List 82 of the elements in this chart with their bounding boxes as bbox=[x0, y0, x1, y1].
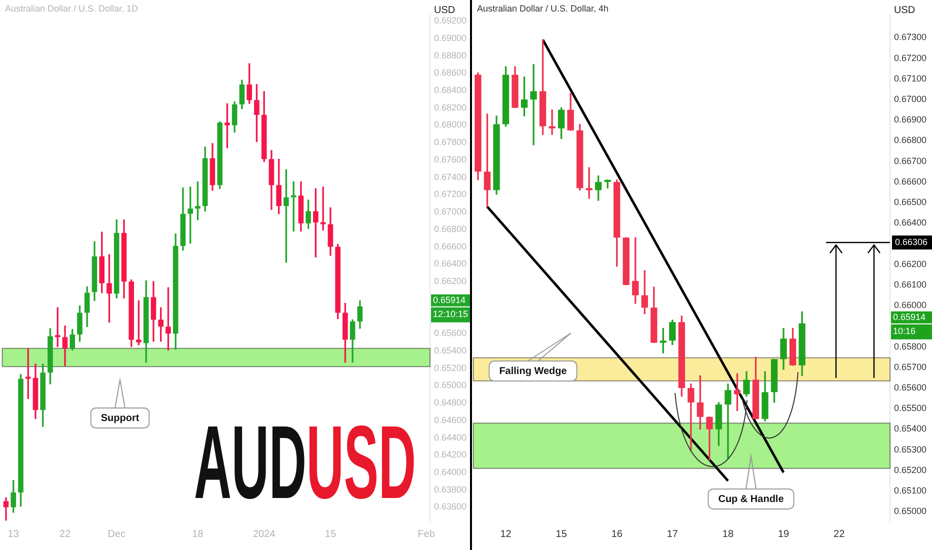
y-tick-label: 0.66600 bbox=[434, 241, 467, 252]
candlestick bbox=[724, 384, 732, 458]
y-tick-label: 0.68200 bbox=[434, 102, 467, 112]
x-tick-label: 15 bbox=[324, 528, 336, 540]
x-tick-label: 22 bbox=[834, 528, 846, 540]
y-tick-label: 0.65400 bbox=[894, 424, 927, 434]
candlestick bbox=[320, 186, 326, 231]
y-tick-label: 0.65400 bbox=[434, 345, 467, 356]
x-tick-label: 18 bbox=[722, 528, 734, 540]
y-tick-label: 0.64200 bbox=[434, 450, 467, 460]
y-tick-label: 0.66700 bbox=[894, 156, 927, 166]
y-tick-label: 0.67000 bbox=[894, 94, 927, 104]
x-tick-label: 17 bbox=[666, 528, 678, 540]
y-tick-label: 0.69000 bbox=[434, 32, 467, 43]
y-tick-label: 0.67200 bbox=[434, 189, 467, 200]
y-tick-label: 0.66100 bbox=[894, 279, 927, 290]
y-tick-label: 0.65600 bbox=[894, 382, 927, 393]
y-tick-label: 0.65800 bbox=[894, 341, 927, 352]
text: 12:10:15 bbox=[433, 308, 468, 319]
y-tick-label: 0.65200 bbox=[434, 362, 467, 373]
y-axis-title: USD bbox=[894, 4, 916, 16]
annotation: Cup & Handle bbox=[718, 494, 784, 505]
y-tick-label: 0.66800 bbox=[434, 224, 467, 234]
y-tick-label: 0.67800 bbox=[434, 137, 467, 148]
y-tick-label: 0.67400 bbox=[434, 172, 467, 182]
x-tick-label: 13 bbox=[8, 528, 20, 540]
y-tick-label: 0.68800 bbox=[434, 50, 467, 60]
y-tick-label: 0.65100 bbox=[894, 486, 927, 496]
chart-title: Australian Dollar / U.S. Dollar, 1D bbox=[5, 3, 139, 14]
annotation: Support bbox=[100, 412, 140, 424]
y-tick-label: 0.66200 bbox=[894, 258, 927, 269]
y-tick-label: 0.67600 bbox=[434, 154, 467, 164]
y-tick-label: 0.64800 bbox=[434, 398, 467, 408]
y-tick-label: 0.66000 bbox=[894, 300, 927, 310]
y-tick-label: 0.64400 bbox=[434, 432, 467, 442]
annotation: Falling Wedge bbox=[499, 366, 568, 377]
y-tick-label: 0.63600 bbox=[434, 502, 467, 512]
x-tick-label: 15 bbox=[556, 528, 568, 540]
text: USD bbox=[434, 4, 456, 16]
y-tick-label: 0.65000 bbox=[894, 506, 927, 516]
candlestick bbox=[548, 109, 556, 135]
y-tick-label: 0.68000 bbox=[434, 120, 467, 130]
candlestick bbox=[688, 384, 694, 450]
y-tick-label: 0.65300 bbox=[894, 444, 927, 454]
chart-title: Australian Dollar / U.S. Dollar, 4h bbox=[477, 3, 609, 14]
x-tick-label: 2024 bbox=[252, 528, 276, 540]
text: 0.65914 bbox=[893, 312, 926, 322]
x-tick-label: 19 bbox=[778, 528, 790, 540]
y-tick-label: 0.64000 bbox=[434, 467, 467, 477]
y-tick-label: 0.67300 bbox=[894, 32, 927, 42]
y-tick-label: 0.67100 bbox=[894, 73, 927, 84]
y-tick-label: 0.65200 bbox=[894, 464, 927, 475]
y-tick-label: 0.65700 bbox=[894, 362, 927, 372]
y-axis-title: USD bbox=[306, 406, 416, 521]
y-tick-label: 0.67000 bbox=[434, 206, 467, 217]
x-tick-label: Feb bbox=[418, 528, 436, 540]
y-tick-label: 0.64600 bbox=[434, 414, 467, 425]
ref-line-label: 0.66306 bbox=[895, 237, 928, 248]
y-tick-label: 0.68400 bbox=[434, 85, 467, 96]
y-tick-label: 0.66400 bbox=[434, 258, 467, 269]
candlestick bbox=[530, 64, 537, 146]
y-tick-label: 0.67200 bbox=[894, 52, 927, 63]
y-tick-label: 0.65600 bbox=[434, 328, 467, 338]
y-tick-label: 0.65500 bbox=[894, 403, 927, 414]
x-tick-label: 18 bbox=[192, 528, 204, 540]
text: 0.65914 bbox=[433, 294, 466, 305]
x-tick-label: Dec bbox=[108, 528, 126, 540]
x-tick-label: 12 bbox=[500, 528, 512, 540]
x-tick-label: 16 bbox=[611, 528, 623, 540]
y-tick-label: 0.69200 bbox=[434, 16, 467, 26]
x-tick-label: 22 bbox=[59, 528, 71, 540]
y-tick-label: 0.66500 bbox=[894, 197, 927, 208]
y-tick-label: 0.63800 bbox=[434, 484, 467, 494]
y-tick-label: 0.65000 bbox=[434, 380, 467, 390]
y-tick-label: 0.68600 bbox=[434, 68, 467, 78]
y-tick-label: 0.66600 bbox=[894, 176, 927, 186]
y-tick-label: 0.66900 bbox=[894, 114, 927, 125]
y-tick-label: 0.66800 bbox=[894, 135, 927, 146]
y-tick-label: 0.66200 bbox=[434, 276, 467, 286]
text: AUD bbox=[194, 406, 306, 521]
text: 10:16 bbox=[893, 326, 916, 336]
y-tick-label: 0.66400 bbox=[894, 218, 927, 228]
